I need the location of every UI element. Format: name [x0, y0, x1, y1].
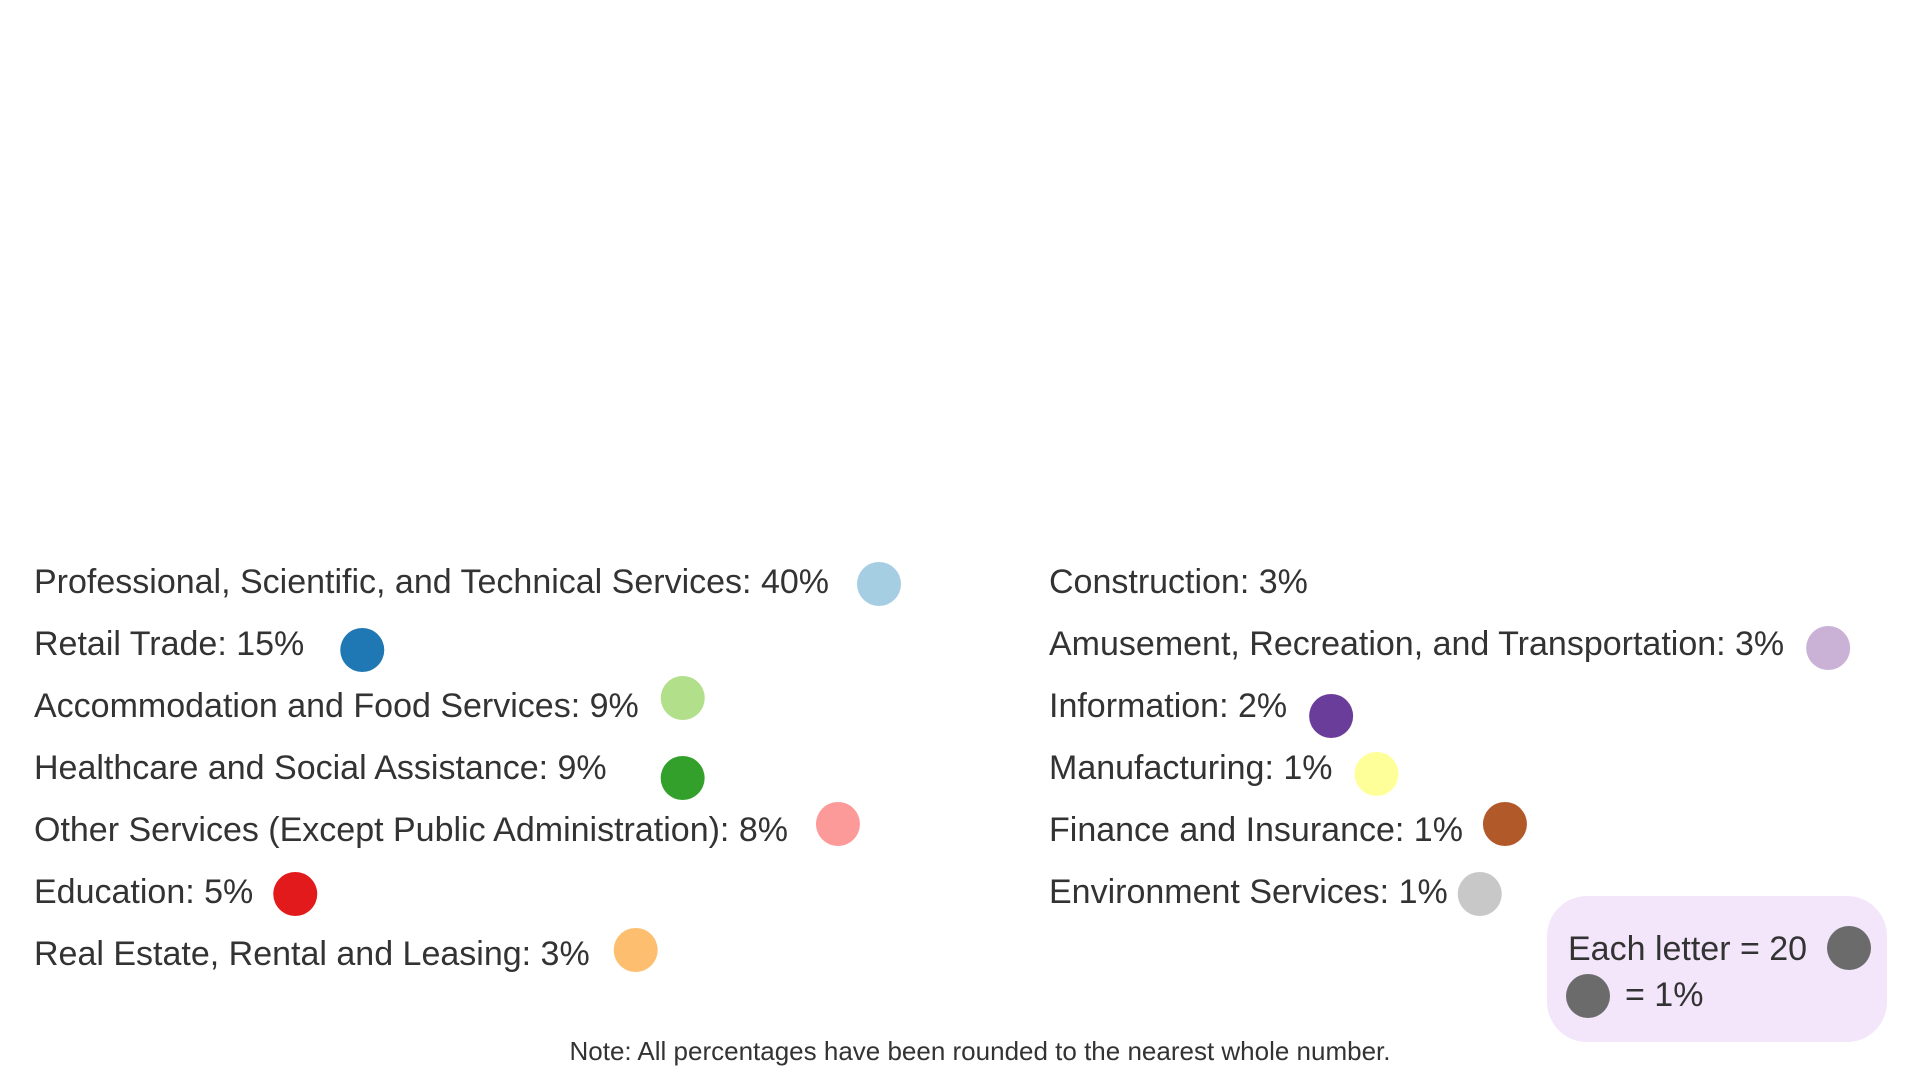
legend-label: Accommodation and Food Services: 9%: [34, 687, 639, 725]
legend-label: Environment Services: 1%: [1049, 873, 1448, 911]
legend-label: Construction: 3%: [1049, 563, 1308, 601]
legend-dot: [660, 756, 705, 800]
legend-dot: [1457, 872, 1502, 916]
key-dot-bottom: [1566, 974, 1610, 1018]
legend-dot: [660, 676, 705, 720]
key-dot-top: [1827, 926, 1871, 970]
legend-dot: [613, 928, 658, 972]
legend-label: Retail Trade: 15%: [34, 625, 304, 663]
legend-dot: [1482, 802, 1527, 846]
legend-label: Real Estate, Rental and Leasing: 3%: [34, 935, 590, 973]
legend-label: Manufacturing: 1%: [1049, 749, 1333, 787]
legend-label: Healthcare and Social Assistance: 9%: [34, 749, 607, 787]
legend-dot: [1309, 694, 1354, 738]
legend-dot: [1806, 626, 1851, 670]
legend-dot: [1354, 752, 1399, 796]
legend-dot: [273, 872, 318, 916]
legend-dot: [857, 562, 901, 606]
legend-label: Other Services (Except Public Administra…: [34, 811, 788, 849]
key-box: Each letter = 20 = 1%: [1547, 896, 1887, 1042]
legend-dot: [815, 802, 860, 846]
legend-label: Education: 5%: [34, 873, 253, 911]
legend-label: Information: 2%: [1049, 687, 1287, 725]
legend-label: Amusement, Recreation, and Transportatio…: [1049, 625, 1784, 663]
legend-dot: [340, 628, 385, 672]
footnote: Note: All percentages have been rounded …: [569, 1036, 1391, 1066]
legend-label: Finance and Insurance: 1%: [1049, 811, 1463, 849]
key-line-percent: = 1%: [1625, 976, 1704, 1014]
legend-label: Professional, Scientific, and Technical …: [34, 563, 829, 601]
key-line-each-letter: Each letter = 20: [1568, 930, 1808, 968]
